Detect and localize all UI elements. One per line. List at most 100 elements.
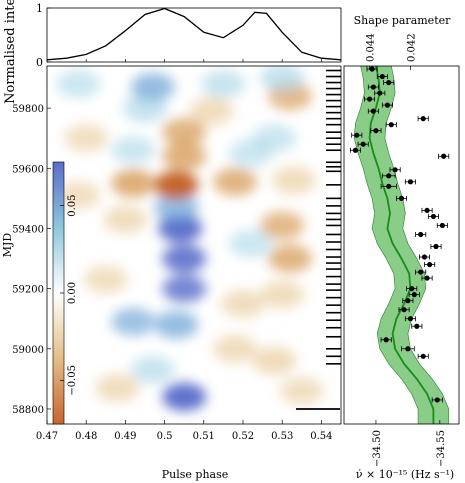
heatmap-blob xyxy=(154,170,199,199)
nudot-point xyxy=(377,90,383,96)
profile-panel: 01 Normalised intensity xyxy=(3,0,342,104)
nudot-xtick-label: −34.55 xyxy=(436,430,447,467)
profile-ytick-label: 1 xyxy=(36,2,43,15)
heatmap-blob xyxy=(123,94,167,123)
nudot-frame xyxy=(343,65,460,425)
heatmap-ytick-label: 58800 xyxy=(12,405,44,416)
heatmap-x-ticks: 0.47 0.48 0.49 0.5 0.51 0.52 0.53 0.54 xyxy=(36,59,333,442)
nudot-point xyxy=(369,66,375,72)
model-curve xyxy=(368,66,435,424)
heatmap-blob xyxy=(154,310,199,339)
nudot-point xyxy=(405,298,411,304)
nudot-point xyxy=(366,96,373,102)
nudot-point xyxy=(379,73,385,80)
heatmap-xtick-label: 0.51 xyxy=(193,431,215,442)
profile-frame xyxy=(46,7,342,63)
heatmap-xlabel: Pulse phase xyxy=(162,468,229,481)
heatmap-blob xyxy=(154,193,199,222)
heatmap-blob xyxy=(162,118,207,147)
shape-parameter-label: Shape parameter xyxy=(354,14,452,27)
heatmap-blob xyxy=(95,373,140,402)
shape-tick-label: 0.044 xyxy=(366,33,377,62)
model-uncertainty-band xyxy=(353,66,450,424)
nudot-panel: −34.50 −34.55 0.044 0.042 Shape parameter … xyxy=(343,14,460,481)
nudot-point xyxy=(420,116,426,122)
heatmap-blob xyxy=(260,280,305,309)
heatmap-blob xyxy=(268,244,313,273)
colorbar-tick-label: 0.00 xyxy=(67,282,78,304)
profile-ytick-label: 0 xyxy=(36,56,43,69)
heatmap-xtick-label: 0.48 xyxy=(75,431,97,442)
heatmap-blob xyxy=(111,307,156,336)
nudot-point xyxy=(424,207,430,214)
heatmap-frame xyxy=(46,65,342,425)
heatmap-xtick-label: 0.54 xyxy=(310,431,332,442)
heatmap-blob xyxy=(189,97,234,126)
shape-tick-label: 0.042 xyxy=(406,33,417,62)
heatmap-blob xyxy=(111,169,156,198)
heatmap-blob xyxy=(260,211,305,240)
nudot-point xyxy=(424,275,430,281)
nudot-xtick-label: −34.50 xyxy=(372,430,383,467)
heatmap-blob xyxy=(162,274,207,303)
heatmap-blobs xyxy=(56,66,324,411)
heatmap-blob xyxy=(64,124,109,153)
heatmap-blob xyxy=(162,244,207,273)
nudot-point xyxy=(388,122,394,128)
profile-ylabel: Normalised intensity xyxy=(3,0,18,104)
nudot-point xyxy=(383,337,389,343)
nudot-point xyxy=(430,213,437,220)
nudot-point xyxy=(360,141,366,147)
nudot-x-ticks: −34.50 −34.55 xyxy=(372,420,447,467)
heatmap-blob xyxy=(228,229,273,258)
heatmap-blob xyxy=(130,355,175,384)
heatmap-xtick-label: 0.49 xyxy=(114,431,136,442)
nudot-point xyxy=(433,243,439,250)
nudot-point xyxy=(373,128,379,134)
nudot-point xyxy=(434,397,440,403)
heatmap-xtick-label: 0.53 xyxy=(271,431,293,442)
nudot-point xyxy=(386,183,392,189)
heatmap-ytick-label: 59600 xyxy=(12,164,44,175)
nudot-point xyxy=(398,195,405,201)
heatmap-blob xyxy=(201,70,246,99)
profile-y-ticks: 01 xyxy=(36,2,51,69)
nudot-point xyxy=(354,132,360,138)
nudot-point xyxy=(386,173,392,179)
heatmap-blob xyxy=(279,376,324,405)
heatmap-blob xyxy=(252,346,297,375)
heatmap-panel: 0.47 0.48 0.49 0.5 0.51 0.52 0.53 0.54 58800 590… xyxy=(1,59,342,481)
nudot-point xyxy=(427,261,433,268)
nudot-point xyxy=(439,222,445,229)
nudot-point xyxy=(392,167,398,173)
heatmap-blob xyxy=(162,382,207,411)
nudot-point xyxy=(370,108,376,114)
nudot-point xyxy=(352,147,359,153)
heatmap-ytick-label: 59400 xyxy=(12,224,44,235)
nudot-point xyxy=(386,79,392,86)
heatmap-ytick-label: 59000 xyxy=(12,345,44,356)
nudot-point xyxy=(407,316,414,322)
heatmap-blob xyxy=(56,181,101,210)
shape-top-ticks: 0.044 0.042 xyxy=(366,33,417,70)
heatmap-blob xyxy=(103,205,148,234)
heatmap-ytick-label: 59200 xyxy=(12,285,44,296)
heatmap-xtick-label: 0.47 xyxy=(36,431,58,442)
colorbar-tick-label: 0.05 xyxy=(67,195,78,217)
heatmap-blob xyxy=(83,265,128,294)
heatmap-xtick-label: 0.5 xyxy=(157,431,173,442)
heatmap-blob xyxy=(111,136,156,165)
nudot-point xyxy=(370,84,376,90)
nudot-point xyxy=(420,353,426,359)
nudot-point xyxy=(418,231,424,238)
nudot-point xyxy=(405,346,411,352)
nudot-point xyxy=(401,307,407,313)
nudot-point xyxy=(407,179,414,185)
nudot-point xyxy=(421,254,428,260)
nudot-point xyxy=(384,102,391,108)
observation-marks xyxy=(326,69,341,365)
nudot-point xyxy=(409,286,415,292)
heatmap-blob xyxy=(213,167,258,196)
heatmap-blob xyxy=(213,334,258,363)
